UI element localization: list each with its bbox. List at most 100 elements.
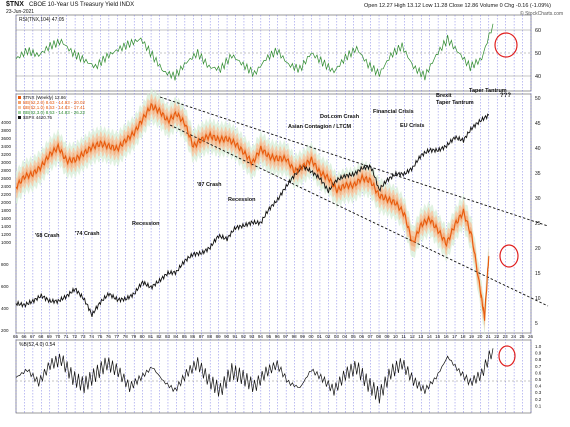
chart-name: CBOE 10-Year US Treasury Yield INDX bbox=[29, 2, 135, 8]
legend-swatch-bb1 bbox=[18, 106, 21, 109]
x-tick-label: 83 bbox=[165, 334, 171, 339]
price-tick-label: 1000 bbox=[1, 240, 12, 245]
legend-item-bb2: BB(52,2.0) 8.63 - 14.83 - 20.02 bbox=[23, 100, 86, 105]
price-tick-label: 3800 bbox=[1, 128, 12, 133]
event-annotations: '68 Crash '74 Crash Recession '87 Crash … bbox=[35, 88, 511, 239]
rsi-tick-60: 60 bbox=[535, 28, 541, 34]
yield-tick-label: 5 bbox=[535, 321, 538, 327]
pctb-tick-label: 0.4 bbox=[535, 384, 542, 389]
x-tick-label: 72 bbox=[72, 334, 78, 339]
x-tick-label: 69 bbox=[47, 334, 53, 339]
x-tick-label: 80 bbox=[140, 334, 146, 339]
x-tick-label: 23 bbox=[503, 334, 509, 339]
x-tick-label: 78 bbox=[123, 334, 129, 339]
x-tick-label: 86 bbox=[190, 334, 196, 339]
annotation-recession-1: Recession bbox=[132, 221, 160, 227]
price-tick-label: 2800 bbox=[1, 168, 12, 173]
price-tick-label: 2200 bbox=[1, 192, 12, 197]
price-tick-label: 3000 bbox=[1, 160, 12, 165]
x-tick-label: 77 bbox=[114, 334, 120, 339]
rsi-legend: RSI(TNX,104) 47.05 bbox=[19, 17, 65, 23]
x-tick-label: 96 bbox=[275, 334, 281, 339]
x-tick-label: 18 bbox=[460, 334, 466, 339]
price-tick-label: 1200 bbox=[1, 232, 12, 237]
x-tick-label: 94 bbox=[258, 334, 264, 339]
annotation-taper-tantrum-1: Taper Tantrum bbox=[436, 100, 474, 106]
price-tick-label: 200 bbox=[1, 328, 9, 333]
trend-channel-upper bbox=[159, 96, 549, 227]
pctb-tick-label: 0.8 bbox=[535, 357, 542, 362]
x-tick-label: 06 bbox=[359, 334, 365, 339]
x-tick-label: 95 bbox=[266, 334, 272, 339]
x-tick-label: 01 bbox=[317, 334, 323, 339]
x-tick-label: 25 bbox=[520, 334, 526, 339]
x-tick-label: 21 bbox=[486, 334, 492, 339]
x-tick-label: 13 bbox=[418, 334, 424, 339]
yield-tick-label: 15 bbox=[535, 271, 541, 277]
x-tick-label: 68 bbox=[38, 334, 44, 339]
x-tick-label: 24 bbox=[511, 334, 517, 339]
pctb-highlight-circle bbox=[498, 345, 516, 367]
rsi-highlight-circle bbox=[494, 32, 518, 58]
annotation-87-crash: '87 Crash bbox=[197, 182, 222, 188]
legend-item-bb1: BB(52,1.0) 8.63 - 14.83 - 17.41 bbox=[23, 105, 86, 110]
x-tick-label: 26 bbox=[528, 334, 534, 339]
x-tick-label: 04 bbox=[342, 334, 348, 339]
stockcharts-credit: © StockCharts.com bbox=[520, 11, 564, 17]
x-tick-label: 76 bbox=[106, 334, 112, 339]
trend-channel-lower bbox=[169, 124, 549, 307]
x-tick-label: 14 bbox=[427, 334, 433, 339]
price-tick-label: 2000 bbox=[1, 200, 12, 205]
pctb-panel-frame bbox=[15, 339, 532, 414]
price-tick-label: 1600 bbox=[1, 216, 12, 221]
legend-swatch-spx bbox=[18, 116, 21, 119]
x-tick-label: 07 bbox=[368, 334, 374, 339]
annotation-dotcom-crash: Dot.com Crash bbox=[320, 114, 360, 120]
x-tick-label: 08 bbox=[376, 334, 382, 339]
price-tick-label: 3200 bbox=[1, 152, 12, 157]
price-tick-label: 2400 bbox=[1, 184, 12, 189]
x-tick-label: 11 bbox=[401, 334, 406, 339]
pctb-axis-ticks: 1.0 0.90.8 0.70.6 0.5 0.40.3 0.20.1 bbox=[535, 344, 542, 408]
chart-date: 23-Jun-2021 bbox=[6, 9, 35, 15]
legend-item-bb3: BB(52,3.0) 8.63 - 14.83 - 26.22 bbox=[23, 110, 86, 115]
price-tick-label: 600 bbox=[1, 284, 9, 289]
price-tick-label: 1400 bbox=[1, 224, 12, 229]
spx-line bbox=[15, 113, 490, 318]
rsi-tick-40: 40 bbox=[535, 74, 541, 80]
price-tick-label: 2600 bbox=[1, 176, 12, 181]
ohlc-readout: Open 12.27 High 13.12 Low 11.28 Close 12… bbox=[364, 3, 552, 9]
yield-tick-label: 10 bbox=[535, 296, 541, 302]
annotation-74-crash: '74 Crash bbox=[75, 231, 100, 237]
x-tick-label: 66 bbox=[21, 334, 27, 339]
x-axis-labels: 65 66 67 68 69 70 71 72 73 74 75 76 77 78 79 80 81 82 83 84… bbox=[13, 334, 534, 339]
yield-tick-label: 25 bbox=[535, 221, 541, 227]
x-tick-label: 03 bbox=[334, 334, 340, 339]
x-tick-label: 85 bbox=[182, 334, 188, 339]
x-tick-label: 20 bbox=[477, 334, 483, 339]
x-tick-label: 73 bbox=[81, 334, 87, 339]
yield-tick-label: 50 bbox=[535, 96, 541, 102]
x-tick-label: 91 bbox=[233, 334, 239, 339]
yield-axis-ticks: 50 45 40 35 30 25 20 15 10 5 bbox=[535, 96, 541, 327]
x-tick-label: 88 bbox=[207, 334, 213, 339]
pctb-tick-label: 0.9 bbox=[535, 351, 542, 356]
x-tick-label: 67 bbox=[30, 334, 36, 339]
x-tick-label: 02 bbox=[325, 334, 331, 339]
x-tick-label: 05 bbox=[351, 334, 357, 339]
annotation-eu-crisis: EU Crisis bbox=[400, 123, 424, 129]
x-tick-label: 09 bbox=[384, 334, 390, 339]
legend-item-tnx: $TNX (Weekly) 12.86 bbox=[23, 95, 66, 100]
rsi-line bbox=[15, 23, 494, 81]
annotation-financial-crisis: Financial Crisis bbox=[373, 109, 414, 115]
rsi-tick-50: 50 bbox=[535, 51, 541, 57]
legend-swatch-bb2 bbox=[18, 101, 21, 104]
x-tick-label: 15 bbox=[435, 334, 441, 339]
main-legend: $TNX (Weekly) 12.86 BB(52,2.0) 8.63 - 14… bbox=[18, 95, 86, 120]
x-tick-label: 82 bbox=[157, 334, 163, 339]
x-tick-label: 74 bbox=[89, 334, 95, 339]
x-tick-label: 65 bbox=[13, 334, 19, 339]
x-tick-label: 00 bbox=[308, 334, 314, 339]
